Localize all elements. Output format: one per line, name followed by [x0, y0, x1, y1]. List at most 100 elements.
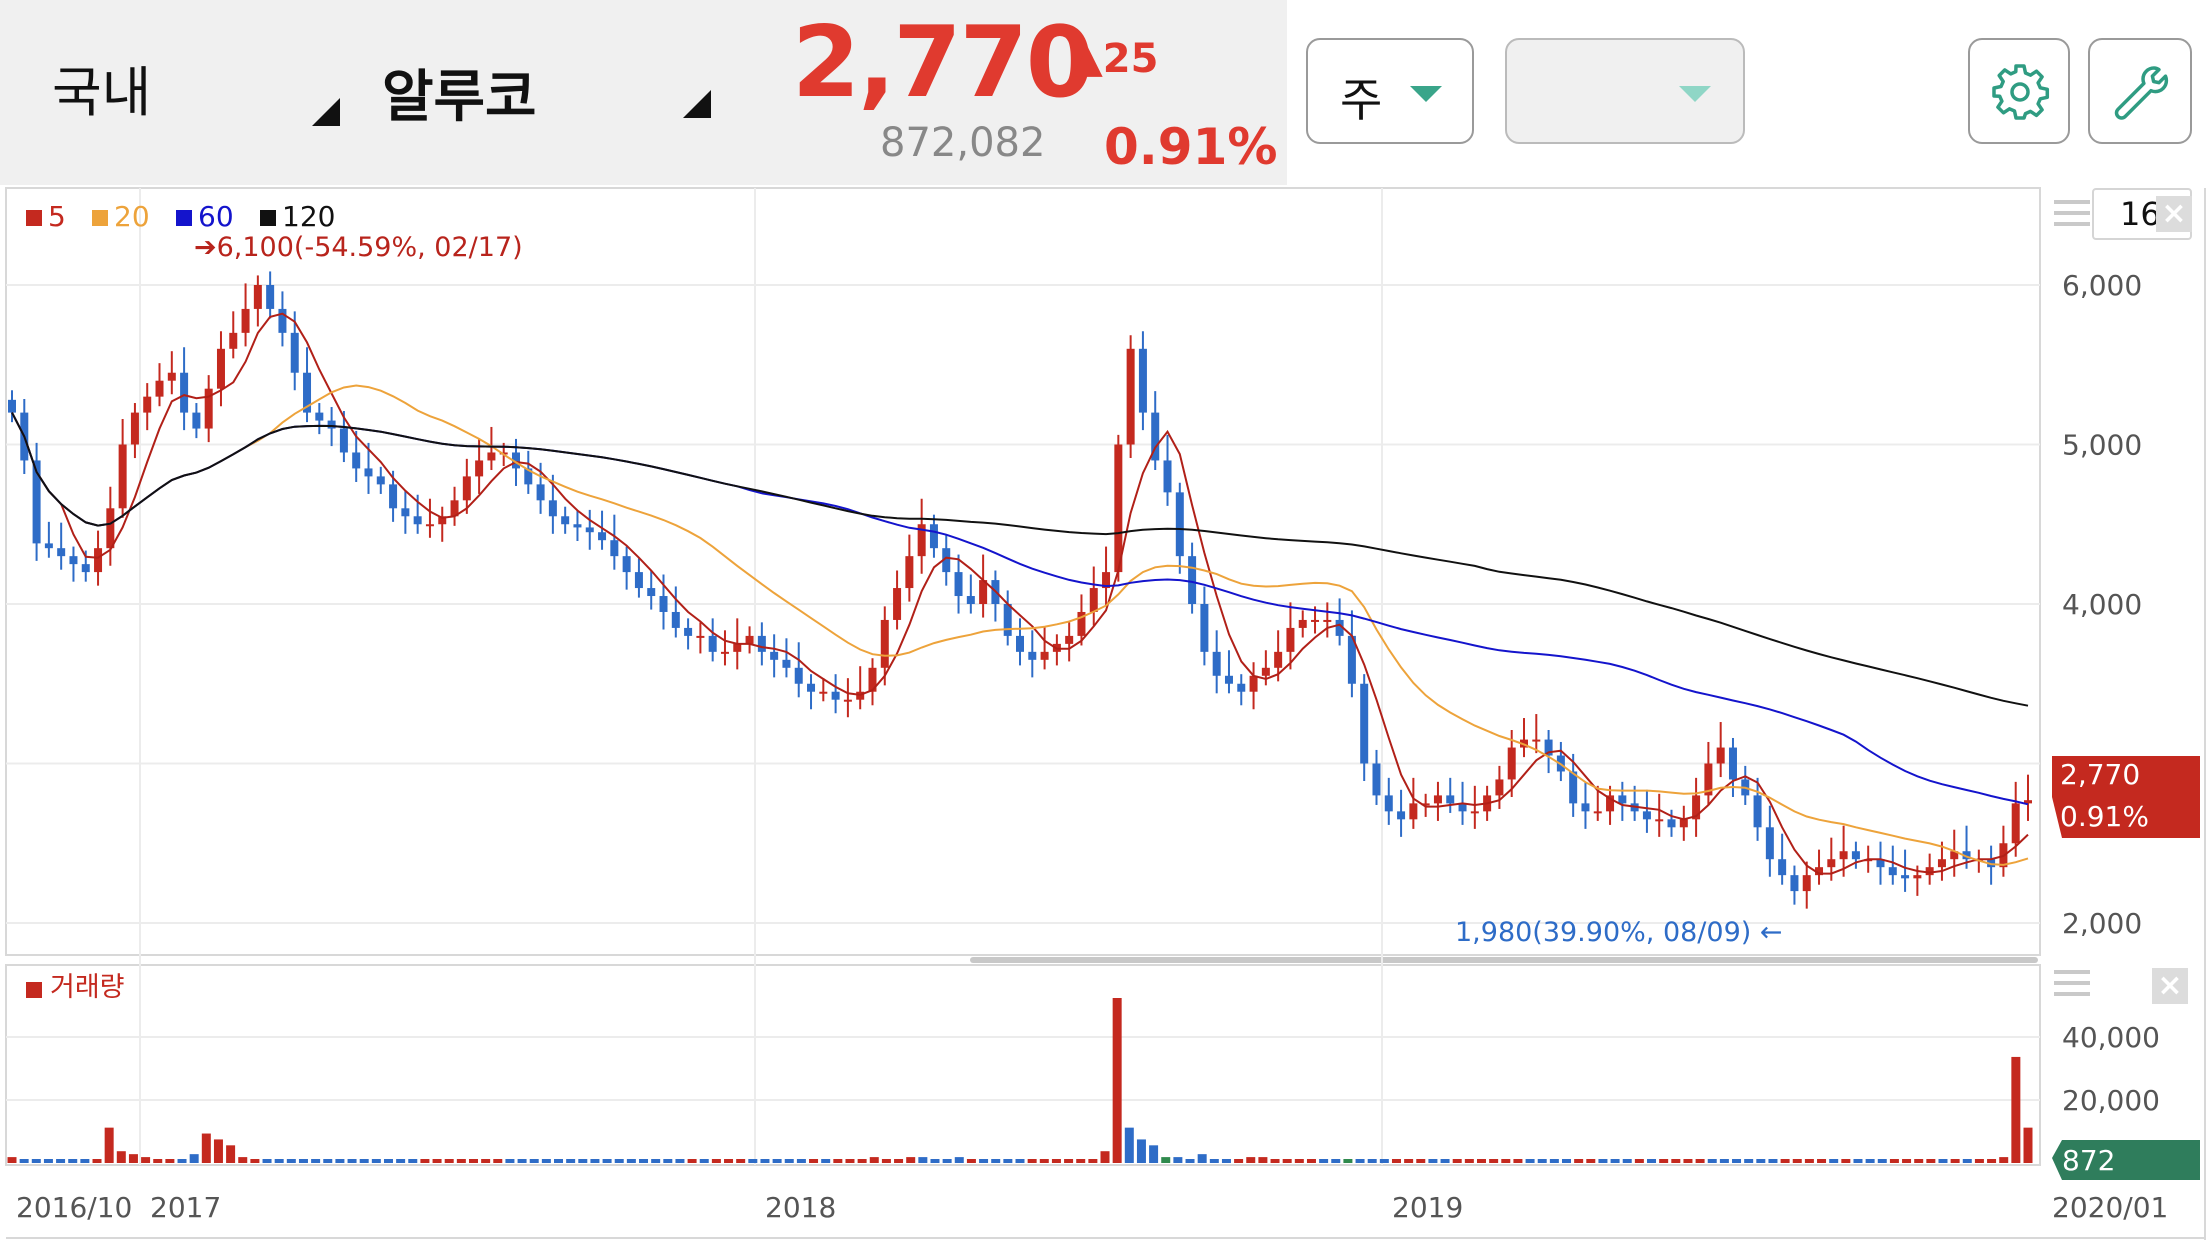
volume-bar [262, 1159, 272, 1163]
volume-bar [1962, 1159, 1972, 1163]
volume-bar [1027, 1159, 1037, 1163]
candle [438, 516, 447, 525]
volume-bar [1804, 1159, 1814, 1163]
candle [303, 372, 312, 413]
volume-tick-label: 40,000 [2062, 1021, 2160, 1054]
volume-bar [31, 1159, 41, 1163]
x-tick-label: 2017 [150, 1191, 221, 1224]
candle [1446, 795, 1455, 804]
candle [1138, 348, 1147, 413]
volume-bar [468, 1159, 478, 1163]
stock-dropdown-icon[interactable] [683, 90, 711, 118]
volume-bar [1999, 1157, 2009, 1163]
volume-bar [481, 1159, 491, 1163]
candle [81, 564, 90, 573]
market-dropdown-icon[interactable] [312, 98, 340, 126]
volume-bar [347, 1159, 357, 1163]
volume-bar [784, 1159, 794, 1163]
candle [794, 667, 803, 684]
volume-bar [529, 1159, 539, 1163]
volume-bar [554, 1159, 564, 1163]
candle [1335, 619, 1344, 636]
volume-bar [894, 1159, 904, 1163]
volume-bar [651, 1159, 661, 1163]
candle [1151, 412, 1160, 461]
price-chart[interactable]: 5 20 60 120 6,000 5,000 4,000 2,000 40,000 20,000… [0, 186, 2208, 1242]
candle [450, 500, 459, 517]
last-volume-label: 872 [2062, 1144, 2115, 1177]
candle [1384, 795, 1393, 812]
candle [720, 651, 729, 654]
candle [339, 428, 348, 453]
candle [1753, 795, 1762, 828]
volume-bar [1841, 1159, 1851, 1163]
volume-bar [1149, 1145, 1159, 1163]
candle [979, 580, 988, 604]
volume-bar [1064, 1159, 1074, 1163]
volume-bar [1331, 1159, 1341, 1163]
candle [1274, 651, 1283, 668]
chevron-down-icon [1679, 86, 1711, 102]
candle [204, 388, 213, 429]
candle [757, 635, 766, 652]
candle [1851, 851, 1860, 860]
volume-bar [1719, 1159, 1729, 1163]
volume-close-icon[interactable]: × [2152, 968, 2188, 1004]
x-tick-label: 2016/10 [16, 1191, 132, 1224]
volume-bar [165, 1159, 175, 1163]
candle [1458, 803, 1467, 812]
candle [524, 468, 533, 485]
volume-bar [1525, 1159, 1535, 1163]
candle [229, 332, 238, 349]
volume-bar [1136, 1139, 1146, 1163]
candle [622, 556, 631, 573]
volume-bar [614, 1159, 624, 1163]
volume-bar [1124, 1127, 1134, 1163]
volume-bar [1015, 1159, 1025, 1163]
market-selector[interactable]: 국내 [52, 61, 152, 124]
candle [216, 348, 225, 389]
candle [1286, 627, 1295, 652]
candle [880, 619, 889, 668]
candle [278, 308, 287, 333]
volume-bar [1209, 1159, 1219, 1163]
volume-bar [1501, 1159, 1511, 1163]
candle [1544, 739, 1553, 756]
candle [745, 635, 754, 644]
tools-button[interactable] [2088, 38, 2192, 144]
volume-bar [1161, 1157, 1171, 1163]
candle [1470, 811, 1479, 814]
volume-bar [383, 1159, 393, 1163]
period-select[interactable]: 주 [1306, 38, 1474, 144]
chart-menu-icon[interactable] [2054, 200, 2090, 233]
candle [1962, 851, 1971, 860]
candle [69, 556, 78, 565]
volume-bar [675, 1159, 685, 1163]
ma5-line [11, 312, 2029, 875]
volume-bar [1647, 1159, 1657, 1163]
volume-bar [1282, 1159, 1292, 1163]
candle [241, 308, 250, 333]
close-icon[interactable]: × [2156, 196, 2192, 232]
candle [94, 548, 103, 573]
candle [1224, 675, 1233, 684]
indicator-select[interactable] [1505, 38, 1745, 144]
candle [1507, 747, 1516, 780]
volume-bar [1221, 1159, 1231, 1163]
volume-bar [857, 1159, 867, 1163]
volume-bar [809, 1159, 819, 1163]
volume-menu-icon[interactable] [2054, 970, 2090, 1003]
volume-bar [1622, 1159, 1632, 1163]
candle [1114, 444, 1123, 573]
volume-bar [1695, 1159, 1705, 1163]
volume-bar [1185, 1159, 1195, 1163]
settings-button[interactable] [1968, 38, 2070, 144]
volume-bar [1744, 1159, 1754, 1163]
candle [1188, 556, 1197, 604]
candle [1261, 667, 1270, 676]
candle [1618, 795, 1627, 804]
candle [1655, 819, 1664, 822]
candle [512, 452, 520, 469]
stock-selector[interactable]: 알루코 [382, 65, 537, 130]
x-tick-label: 2020/01 [2052, 1191, 2168, 1224]
